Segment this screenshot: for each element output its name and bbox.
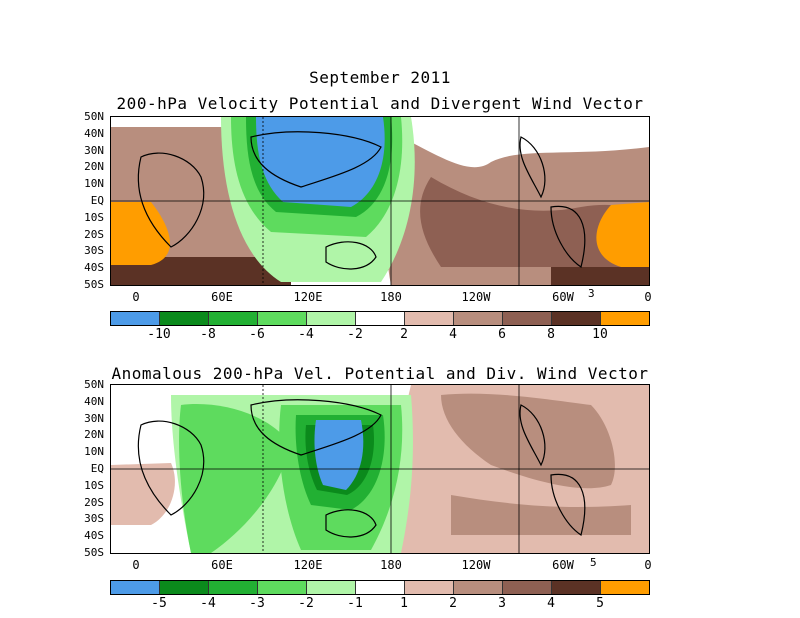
colorbar-label: -4 [200,596,216,611]
lon-label: 60E [211,290,233,304]
panel2-map [110,384,650,554]
colorbar-label: -4 [298,327,314,342]
colorbar-label: -5 [151,596,167,611]
lat-label: 40N [84,127,104,140]
colorbar-swatch [503,581,552,594]
colorbar-label: 5 [596,596,604,611]
lat-label: 50N [84,110,104,123]
colorbar-label: 3 [498,596,506,611]
colorbar-swatch [454,312,503,325]
colorbar-swatch [405,581,454,594]
colorbar-label: -2 [347,327,363,342]
colorbar-label: 1 [400,596,408,611]
lon-label: 120W [461,558,491,572]
colorbar-label: 2 [400,327,408,342]
lat-label: 20N [84,428,104,441]
panel2-title: Anomalous 200-hPa Vel. Potential and Div… [111,364,649,383]
colorbar-swatch [552,312,601,325]
lat-label: 50S [84,546,104,559]
lat-label: 10S [84,211,104,224]
colorbar-label: 4 [449,327,457,342]
colorbar-label: -2 [298,596,314,611]
panel1-title: 200-hPa Velocity Potential and Divergent… [116,94,644,113]
colorbar-label: 4 [547,596,555,611]
panel2-colorbar [110,580,650,595]
colorbar-swatch [503,312,552,325]
lat-label: EQ [90,194,104,207]
lat-label: 50S [84,278,104,291]
colorbar-swatch [454,581,503,594]
lon-label: 0 [644,558,652,572]
colorbar-swatch [209,312,258,325]
lat-label: 20S [84,228,104,241]
lon-label: 60W [552,290,574,304]
figure-title: September 2011 [309,68,451,87]
colorbar-swatch [601,581,649,594]
lon-label: 0 [132,558,140,572]
lon-label: 60E [211,558,233,572]
lat-label: 10N [84,177,104,190]
colorbar-label: 6 [498,327,506,342]
panel1-map [110,116,650,286]
colorbar-label: -3 [249,596,265,611]
lon-label: 180 [380,290,402,304]
lon-label: 0 [132,290,140,304]
colorbar-label: -1 [347,596,363,611]
lat-label: 50N [84,378,104,391]
lat-label: 30N [84,144,104,157]
colorbar-label: 2 [449,596,457,611]
lat-label: 30N [84,412,104,425]
panel1-colorbar [110,311,650,326]
colorbar-swatch [258,581,307,594]
colorbar-swatch [601,312,649,325]
lat-label: 10N [84,445,104,458]
lat-label: 30S [84,512,104,525]
lon-label: 180 [380,558,402,572]
lon-label: 120W [461,290,491,304]
colorbar-label: -10 [147,327,171,342]
lat-label: EQ [90,462,104,475]
lon-label: 120E [293,290,323,304]
lat-label: 40S [84,529,104,542]
lat-label: 40N [84,395,104,408]
lat-label: 20N [84,160,104,173]
colorbar-swatch [356,312,405,325]
lon-label: 120E [293,558,323,572]
colorbar-swatch [405,312,454,325]
panel1-vector-scale: 3 [588,287,595,300]
colorbar-swatch [258,312,307,325]
colorbar-swatch [552,581,601,594]
lat-label: 40S [84,261,104,274]
panel2-field [111,385,649,553]
lon-label: 60W [552,558,574,572]
colorbar-label: -8 [200,327,216,342]
colorbar-swatch [356,581,405,594]
colorbar-swatch [307,312,356,325]
colorbar-swatch [307,581,356,594]
colorbar-swatch [160,312,209,325]
lat-label: 10S [84,479,104,492]
colorbar-label: -6 [249,327,265,342]
colorbar-swatch [111,312,160,325]
lat-label: 20S [84,496,104,509]
panel1-field [111,117,649,285]
colorbar-swatch [160,581,209,594]
colorbar-label: 8 [547,327,555,342]
colorbar-swatch [209,581,258,594]
colorbar-swatch [111,581,160,594]
colorbar-label: 10 [592,327,608,342]
lon-label: 0 [644,290,652,304]
panel2-vector-scale: 5 [590,556,597,569]
lat-label: 30S [84,244,104,257]
